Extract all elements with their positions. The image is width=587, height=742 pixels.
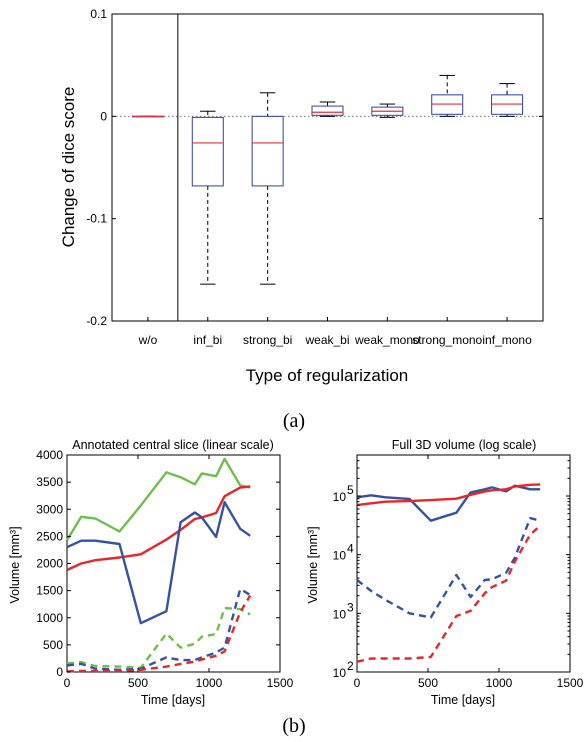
box-strong-bi <box>251 92 284 285</box>
log-series-lines <box>356 483 541 663</box>
linear-series-lines <box>65 457 252 673</box>
box-body <box>251 115 284 187</box>
boxplot-x-axis-label: Type of regularization <box>246 366 409 385</box>
box-weak-mono <box>371 103 404 118</box>
y-tick-label: 0 <box>100 109 107 123</box>
box-weak-bi <box>311 101 344 117</box>
series-line-2 <box>66 485 251 572</box>
panel-a-label: (a) <box>283 410 305 432</box>
log-y-axis-label: Volume [mm³] <box>306 526 320 603</box>
box-body <box>311 105 344 116</box>
series-line-3 <box>356 516 541 619</box>
y-tick-label: 10 <box>333 490 347 504</box>
box-inf-bi <box>191 110 224 285</box>
log-x-axis-label: Time [days] <box>431 693 495 707</box>
x-tick-label: 0 <box>64 676 71 690</box>
y-tick-label: 0.1 <box>90 7 107 21</box>
x-tick-label: 0 <box>354 676 361 690</box>
series-line-5 <box>66 587 251 671</box>
y-tick-exponent: 3 <box>347 600 354 614</box>
series-line-4 <box>66 606 251 669</box>
x-tick-label: 1000 <box>486 676 513 690</box>
y-tick-label: 3500 <box>36 475 63 489</box>
boxplot-x-ticks: w/o inf_bi strong_bi weak_bi weak_monostrong… <box>138 317 532 347</box>
y-tick-label: 500 <box>43 638 63 652</box>
box-strong-mono <box>431 74 464 117</box>
y-tick-label: 3000 <box>36 502 63 516</box>
boxplot-y-axis-label: Change of dice score <box>59 87 78 248</box>
box-w-o <box>131 115 164 118</box>
y-tick-label: 0 <box>56 665 63 679</box>
x-tick-label: strong_mono <box>412 333 482 347</box>
y-tick-exponent: 2 <box>347 659 354 673</box>
y-tick-label: 10 <box>333 549 347 563</box>
series-line-3 <box>66 501 251 625</box>
y-tick-exponent: 4 <box>347 542 354 556</box>
y-tick-label: 10 <box>333 666 347 680</box>
box-inf-mono <box>491 83 524 117</box>
x-tick-label: weak_bi <box>304 333 349 347</box>
linear-line-panel: Annotated central slice (linear scale) 0… <box>8 438 294 707</box>
series-line-1 <box>65 457 251 541</box>
boxplot-y-ticks: -0.2 -0.1 0 0.1 <box>86 7 543 328</box>
x-tick-label: weak_mono <box>354 333 420 347</box>
boxplot-boxes <box>131 74 524 285</box>
x-tick-label: w/o <box>138 333 158 347</box>
log-axes-frame <box>356 454 571 673</box>
series-line-4 <box>356 524 541 663</box>
y-tick-exponent: 5 <box>347 483 354 497</box>
x-tick-label: inf_mono <box>482 333 532 347</box>
panel-b-label: (b) <box>282 715 305 737</box>
y-tick-label: 1000 <box>36 611 63 625</box>
series-line-2 <box>356 483 541 507</box>
boxplot-panel: -0.2 -0.1 0 0.1 w/o inf_bi strong_bi weak_bi we… <box>59 7 544 432</box>
boxplot-axes-frame <box>111 13 544 322</box>
x-tick-label: strong_bi <box>243 333 292 347</box>
series-line-6 <box>66 594 252 673</box>
x-tick-label: inf_bi <box>193 333 222 347</box>
x-tick-label: 500 <box>418 676 438 690</box>
y-tick-label: -0.2 <box>86 314 107 328</box>
x-tick-label: 1500 <box>267 676 294 690</box>
y-tick-label: 2500 <box>36 529 63 543</box>
log-line-panel: Full 3D volume (log scale) 0 500 1000 1500 1… <box>306 438 584 707</box>
box-body <box>191 116 224 187</box>
linear-ticks: 0 500 1000 1500 0 500 1000 1500 2000 2500 3000 3500… <box>36 448 293 690</box>
x-tick-label: 1000 <box>196 676 223 690</box>
y-tick-label: 1500 <box>36 584 63 598</box>
y-tick-label: 10 <box>333 607 347 621</box>
log-plot-title: Full 3D volume (log scale) <box>392 438 537 452</box>
linear-x-axis-label: Time [days] <box>141 693 205 707</box>
linear-plot-title: Annotated central slice (linear scale) <box>72 438 274 452</box>
boxplot-reference-lines <box>112 14 543 321</box>
y-tick-label: 4000 <box>36 448 63 462</box>
x-tick-label: 500 <box>128 676 148 690</box>
y-tick-label: 2000 <box>36 557 63 571</box>
series-line-1 <box>356 484 541 522</box>
linear-y-axis-label: Volume [mm³] <box>8 526 22 603</box>
x-tick-label: 1500 <box>557 676 584 690</box>
y-tick-label: -0.1 <box>86 212 107 226</box>
